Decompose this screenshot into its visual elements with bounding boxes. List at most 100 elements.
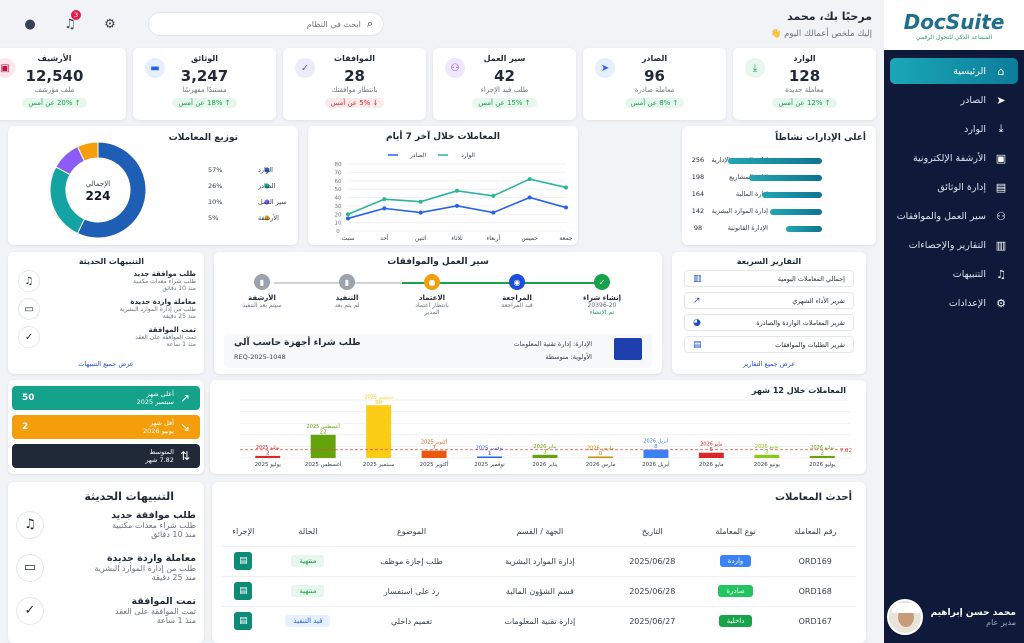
x-tick: أغسطس 2025 [305,460,342,468]
alert-item[interactable]: معاملة واردة جديدة طلب من إدارة الموارد ا… [16,553,196,582]
settings-icon[interactable]: ⚙ [104,16,116,32]
table-row[interactable]: ORD167 داخلية 2025/06/27 إدارة تقنية المعلو… [222,605,856,636]
kpi-card[interactable]: ▬ الوثائق 3,247 مستندًا مفهرسًا ↑ 18% عن أمس [133,48,276,120]
bar-top-label: نوفمبر 2025 [476,446,504,452]
kpi-card[interactable]: ➤ الصادر 96 معاملة صادرة ↑ 8% عن أمس [583,48,726,120]
legend-swatch [264,167,270,173]
kpi-sub: بانتظار موافقتك [331,86,378,94]
sidebar-item-3[interactable]: ▣ الأرشفة الإلكترونية [890,145,1018,171]
report-item[interactable]: تقرير الأداء الشهري ↗ [684,292,854,309]
view-document-icon[interactable]: ▤ [234,552,253,570]
pie-total-label: الإجمالي [86,180,110,188]
kpi-change: ↑ 18% عن أمس [172,98,237,108]
sidebar-item-label: الإعدادات [948,297,986,309]
notification-button[interactable]: ♫ 3 [60,10,82,34]
cell-id: ORD168 [774,575,856,606]
legend-value: 57% [208,166,222,174]
x-tick: خميس [521,235,538,242]
dept-label: إدارة الموارد البشرية [711,207,768,215]
user-profile[interactable]: محمد حسن إبراهيم مدير عام [886,599,1016,635]
kpi-value: 42 [494,67,515,85]
dept-bar [786,226,822,232]
alert-text: معاملة واردة جديدة طلب من إدارة الموارد ا… [50,553,196,582]
alert-text: طلب موافقة جديد طلب شراء معدات مكتبية منذ … [46,270,196,292]
kpi-card[interactable]: ⚇ سير العمل 42 طلب قيد الإجراء ↑ 15% عن أمس [433,48,576,120]
cell-action: ▤ [222,545,265,576]
table-header: التاريخ [641,527,663,537]
stat-sub: سبتمبر 2025 [136,398,174,406]
sidebar-item-6[interactable]: ▥ التقارير والإحصاءات [890,232,1018,258]
line-point [346,212,350,217]
sidebar-item-2[interactable]: ⤓ الوارد [890,116,1018,142]
view-all-reports-link[interactable]: عرض جميع التقارير [742,360,796,368]
legend-label: سير العمل [258,198,287,206]
view-document-icon[interactable]: ▤ [234,612,253,631]
report-item[interactable]: إجمالي المعاملات اليومية ▥ [684,270,854,287]
kpi-sub: طلب قيد الإجراء [480,86,529,94]
line-point [346,216,350,221]
cell-action: ▤ [222,605,265,636]
alert-item[interactable]: طلب موافقة جديد طلب شراء معدات مكتبية منذ … [18,270,196,292]
workflow-step[interactable]: ● الاعتماد بانتظار اعتماد المدير [392,274,472,316]
cell-dept: قسم الشؤون المالية [471,575,608,606]
report-item[interactable]: تقرير المعاملات الواردة والصادرة ◕ [684,314,854,331]
stat-label: المتوسط [149,448,174,456]
line-point [527,195,532,200]
approval-icon: ✓ [295,58,315,78]
alert-item[interactable]: تمت الموافقة تمت الموافقة على العقد منذ 1 … [18,326,196,348]
dept-bar [749,175,822,181]
kpi-card[interactable]: ✓ الموافقات 28 بانتظار موافقتك ↓ 5% عن أمس [283,48,426,120]
bar [809,455,835,458]
alert-item[interactable]: معاملة واردة جديدة طلب من إدارة الموارد ا… [18,298,196,320]
sidebar-item-1[interactable]: ➤ الصادر [890,87,1018,113]
sidebar-item-0[interactable]: ⌂ الرئيسية [890,58,1018,84]
line-point [382,206,387,211]
search-icon[interactable]: ⌕ [366,17,373,30]
top-bar: مرحبًا بك، محمد إليك ملخص أعمالك اليوم 👋… [8,4,876,44]
alert-item[interactable]: طلب موافقة جديد طلب شراء معدات مكتبية منذ … [16,510,196,539]
alert-title: معاملة واردة جديدة [106,553,196,564]
alert-item[interactable]: تمت الموافقة تمت الموافقة على العقد منذ 1 … [16,596,196,625]
sidebar-item-4[interactable]: ▤ إدارة الوثائق [890,174,1018,200]
kpi-card[interactable]: ⤓ الوارد 128 معاملة جديدة ↑ 12% عن أمس [733,48,876,120]
alert-text: تمت الموافقة تمت الموافقة على العقد منذ 1 … [50,596,196,625]
line-chart: 0 10 20 30 40 50 60 70 80 سبت أحد اثنين ثلاثاء أربعاء… [335,152,573,242]
request-box[interactable]: الإدارة: إدارة تقنية المعلومات الأولوية:… [224,334,652,368]
line-point [418,199,423,204]
workflow-step[interactable]: ◉ المراجعة قيد المراجعة [477,274,557,309]
alert-sub: تمت الموافقة على العقد [115,607,196,616]
x-tick: يوليو 2026 [809,462,836,468]
sidebar-item-5[interactable]: ⚇ سير العمل والموافقات [890,203,1018,229]
view-all-alerts-link[interactable]: عرض جميع التنبيهات [78,360,134,368]
step-sub: 20396-20 [587,302,617,309]
line-point [455,203,459,208]
kpi-value: 3,247 [180,67,229,85]
x-tick: أحد [380,234,389,242]
workflow-step[interactable]: ▮ الأرشفة سيتم بعد التنفيذ [222,274,302,309]
sidebar-item-7[interactable]: ♫ التنبيهات [890,261,1018,287]
kpi-card[interactable]: ▣ الأرشيف 12,540 ملف مؤرشف ↑ 20% عن أمس [0,48,126,120]
report-item[interactable]: تقرير الطلبات والموافقات ▤ [684,336,854,353]
user-icon[interactable]: ● [24,16,36,32]
search-box[interactable]: ⌕ [148,12,384,36]
view-document-icon[interactable]: ▤ [234,582,253,600]
table-row[interactable]: ORD169 واردة 2025/06/28 إدارة الموارد البشر… [222,545,856,576]
search-input[interactable] [159,19,361,29]
average-label: 7.82 [840,448,852,454]
workflow-step[interactable]: ✓ إنشاء شراء 20396-20 تم الإنشاء [562,274,642,316]
bell-icon: ♫ [16,510,44,539]
workflow-step[interactable]: ▮ التنفيذ لم يتم بعد [307,274,387,309]
legend-swatch [264,215,270,221]
bar-top-label: يوليو 2026 [810,445,835,451]
alert-title: معاملة واردة جديدة [130,298,196,306]
bar [366,405,392,458]
line-point [455,188,459,193]
workflow-progress [402,282,602,284]
avatar[interactable] [886,599,923,635]
alert-sub: تمت الموافقة على العقد [135,334,196,341]
table-row[interactable]: ORD168 صادرة 2025/06/28 قسم الشؤون المالية ر… [222,575,856,606]
alert-time: منذ 1 ساعة [166,341,196,348]
y-tick: 40 [335,196,342,202]
sidebar-item-8[interactable]: ⚙ الإعدادات [890,290,1018,316]
bar-top-label: سبتمبر 2025 [364,394,393,400]
